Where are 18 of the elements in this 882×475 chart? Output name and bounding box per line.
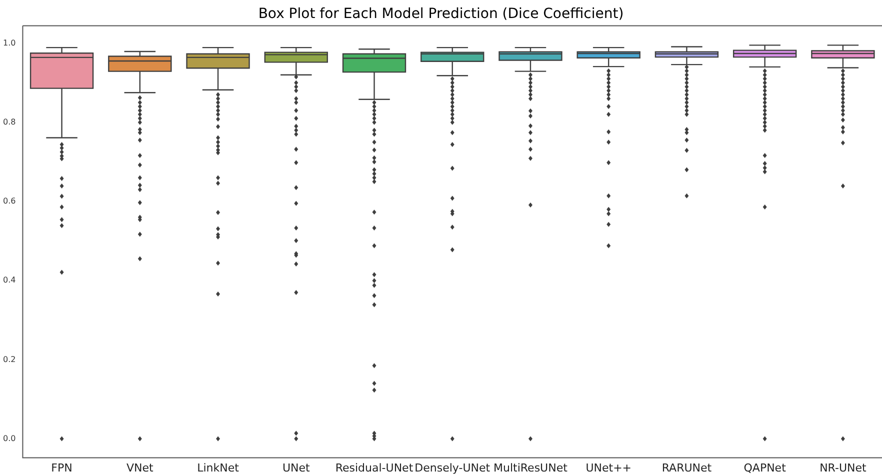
chart-title: Box Plot for Each Model Prediction (Dice Coefficient) <box>258 6 624 22</box>
x-tick-label: LinkNet <box>197 461 240 474</box>
y-tick-label: 0.6 <box>2 196 16 206</box>
x-tick-label: Densely-UNet <box>414 461 491 474</box>
x-tick-label: NR-UNet <box>820 461 867 474</box>
x-tick-label: QAPNet <box>744 461 787 474</box>
x-tick-label: UNet++ <box>586 461 632 474</box>
y-tick-label: 0.8 <box>2 117 16 126</box>
y-tick-label: 0.0 <box>2 434 16 443</box>
x-tick-label: Residual-UNet <box>335 461 414 474</box>
x-tick-label: VNet <box>126 461 154 474</box>
y-tick-label: 0.4 <box>2 276 16 285</box>
x-tick-label: UNet <box>282 461 310 474</box>
x-tick-label: FPN <box>51 461 72 474</box>
y-tick-label: 0.2 <box>2 354 16 364</box>
x-tick-label: RARUNet <box>662 461 712 474</box>
y-tick-label: 1.0 <box>2 38 16 48</box>
x-tick-label: MultiResUNet <box>494 461 568 474</box>
